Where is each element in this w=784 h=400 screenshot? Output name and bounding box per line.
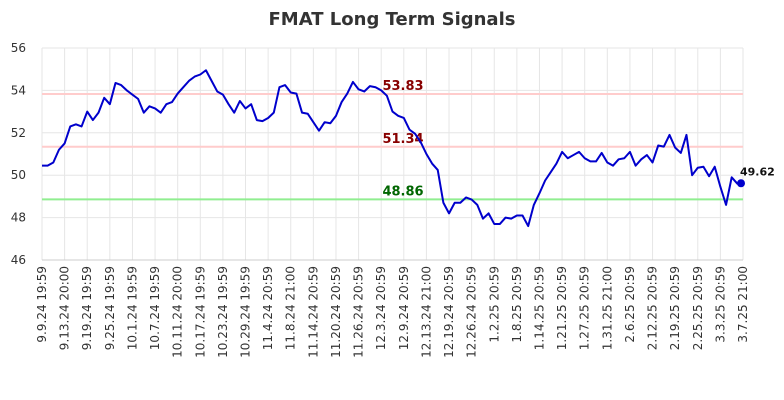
x-tick-label: 10.17.24 19:59	[193, 266, 207, 358]
x-tick-label: 2.19.25 20:59	[668, 266, 682, 350]
x-tick-label: 3.7.25 21:00	[736, 266, 750, 343]
y-tick-label: 54	[11, 83, 26, 97]
x-tick-label: 10.23.24 19:59	[216, 266, 230, 358]
x-tick-label: 1.2.25 20:59	[487, 266, 501, 343]
x-tick-label: 1.27.25 20:59	[578, 266, 592, 350]
y-tick-label: 48	[11, 211, 26, 225]
x-tick-label: 11.4.24 20:59	[261, 266, 275, 350]
x-tick-label: 2.12.25 20:59	[646, 266, 660, 350]
x-tick-label: 9.25.24 19:59	[103, 266, 117, 350]
price-line	[42, 69, 744, 228]
x-tick-label: 10.1.24 19:59	[125, 266, 139, 350]
x-tick-label: 1.31.25 21:00	[600, 266, 614, 350]
x-tick-label: 1.21.25 20:59	[555, 266, 569, 350]
signal-line-label: 51.34	[382, 132, 423, 147]
x-tick-label: 9.9.24 19:59	[35, 266, 49, 343]
x-tick-label: 12.13.24 21:00	[419, 266, 433, 358]
signal-line-label: 53.83	[382, 79, 423, 94]
x-tick-label: 12.19.24 20:59	[442, 266, 456, 358]
y-tick-label: 50	[11, 168, 26, 182]
last-point	[737, 179, 745, 188]
x-tick-label: 2.6.25 20:59	[623, 266, 637, 343]
x-tick-label: 11.14.24 20:59	[306, 266, 320, 358]
y-tick-label: 56	[11, 41, 26, 55]
x-tick-label: 10.11.24 20:00	[171, 266, 185, 358]
price-series	[42, 69, 744, 228]
x-tick-label: 1.8.25 20:59	[510, 266, 524, 343]
x-tick-label: 11.20.24 20:59	[329, 266, 343, 358]
signal-lines: 53.83 51.34 48.86	[42, 79, 743, 201]
x-tick-label: 9.13.24 20:00	[58, 266, 72, 350]
y-tick-label: 46	[11, 253, 26, 267]
grid	[41, 47, 744, 261]
x-tick-label: 12.9.24 20:59	[397, 266, 411, 350]
x-tick-label: 12.26.24 20:59	[465, 266, 479, 358]
x-tick-label: 10.7.24 19:59	[148, 266, 162, 350]
x-tick-label: 11.8.24 21:00	[284, 266, 298, 350]
x-tick-label: 9.19.24 19:59	[80, 266, 94, 350]
x-tick-label: 12.3.24 20:59	[374, 266, 388, 350]
x-tick-label: 10.29.24 19:59	[239, 266, 253, 358]
x-tick-label: 1.14.25 20:59	[532, 266, 546, 350]
x-tick-label: 3.3.25 20:59	[713, 266, 727, 343]
x-axis: 9.9.24 19:59 9.13.24 20:00 9.19.24 19:59 9.…	[35, 266, 750, 358]
y-tick-label: 52	[11, 126, 26, 140]
last-value-marker: 49.62	[737, 165, 775, 188]
y-axis: 46 48 50 52 54 56	[11, 41, 26, 267]
x-tick-label: 11.26.24 20:59	[352, 266, 366, 358]
chart-title: FMAT Long Term Signals	[269, 9, 516, 30]
signal-line-label: 48.86	[382, 184, 423, 199]
x-tick-label: 2.25.25 20:59	[691, 266, 705, 350]
last-value-label: 49.62	[740, 165, 775, 178]
